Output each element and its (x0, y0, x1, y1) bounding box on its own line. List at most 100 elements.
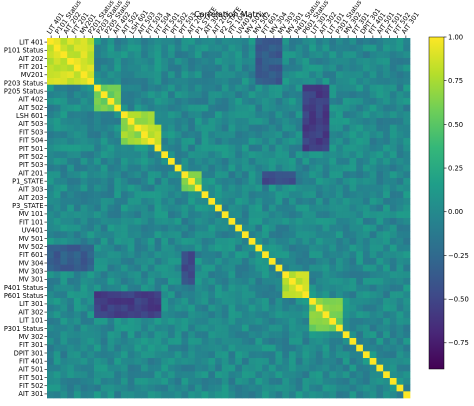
heatmap-cell (362, 51, 371, 59)
heatmap-cell (215, 351, 223, 359)
heatmap-cell (369, 38, 377, 46)
heatmap-cell (80, 264, 88, 272)
heatmap-cell (282, 151, 290, 159)
heatmap-cell (342, 351, 350, 359)
y-tick-label: P401 Status (4, 284, 44, 292)
heatmap-cell (47, 164, 55, 172)
heatmap-cell (201, 298, 209, 306)
heatmap-cell (376, 238, 384, 246)
heatmap-cell (67, 198, 75, 206)
heatmap-cell (161, 158, 169, 166)
heatmap-cell (94, 258, 102, 266)
heatmap-cell (73, 91, 81, 99)
heatmap-cell (94, 344, 102, 352)
heatmap-cell (53, 198, 61, 206)
heatmap-cell (201, 158, 209, 166)
heatmap-cell (221, 351, 229, 359)
heatmap-cell (383, 111, 391, 119)
heatmap-cell (228, 204, 236, 212)
heatmap-cell (362, 351, 371, 359)
heatmap-cell (369, 111, 377, 119)
heatmap-cell (389, 338, 397, 346)
heatmap-cell (87, 311, 95, 319)
heatmap-cell (201, 351, 209, 359)
heatmap-cell (208, 291, 216, 299)
heatmap-cell (302, 298, 310, 306)
heatmap-cell (114, 391, 122, 399)
heatmap-cell (53, 158, 61, 166)
heatmap-cell (255, 198, 263, 206)
heatmap-cell (356, 364, 364, 372)
heatmap-cell (60, 278, 68, 286)
heatmap-cell (336, 191, 344, 199)
heatmap-cell (168, 244, 176, 252)
heatmap-cell (215, 218, 223, 226)
heatmap-cell (188, 64, 196, 72)
heatmap-cell (349, 284, 357, 292)
heatmap-cell (336, 91, 344, 99)
heatmap-cell (376, 318, 384, 326)
heatmap-cell (302, 344, 310, 352)
heatmap-cell (53, 211, 61, 219)
heatmap-cell (235, 384, 243, 392)
heatmap-cell (194, 51, 202, 59)
heatmap-cell (141, 71, 149, 79)
heatmap-cell (134, 104, 142, 112)
heatmap-cell (100, 311, 108, 319)
heatmap-cell (208, 51, 216, 59)
heatmap-cell (194, 298, 202, 306)
heatmap-cell (282, 44, 290, 52)
heatmap-cell (194, 124, 202, 132)
heatmap-cell (174, 264, 182, 272)
heatmap-cell (221, 191, 229, 199)
heatmap-cell (221, 304, 229, 312)
heatmap-cell (188, 271, 196, 279)
heatmap-cell (356, 278, 364, 286)
heatmap-cell (228, 298, 236, 306)
heatmap-cell (376, 171, 384, 179)
heatmap-cell (389, 211, 397, 219)
heatmap-cell (67, 278, 75, 286)
heatmap-cell (309, 144, 317, 152)
heatmap-cell (154, 311, 162, 319)
heatmap-cell (100, 271, 108, 279)
heatmap-cell (235, 158, 243, 166)
heatmap-cell (369, 78, 377, 86)
heatmap-cell (383, 251, 391, 259)
heatmap-cell (248, 284, 256, 292)
heatmap-cell (67, 78, 75, 86)
heatmap-cell (60, 304, 68, 312)
heatmap-cell (87, 38, 95, 46)
heatmap-cell (120, 71, 129, 79)
heatmap-cell (141, 324, 149, 332)
heatmap-cell (87, 204, 95, 212)
heatmap-cell (134, 264, 142, 272)
heatmap-cell (181, 164, 189, 172)
heatmap-cell (194, 44, 202, 52)
heatmap-cell (403, 164, 411, 172)
heatmap-cell (336, 151, 344, 159)
heatmap-cell (194, 164, 202, 172)
heatmap-cell (80, 64, 88, 72)
heatmap-cell (53, 84, 61, 92)
heatmap-cell (315, 158, 323, 166)
heatmap-cell (87, 258, 95, 266)
heatmap-cell (80, 344, 88, 352)
heatmap-cell (228, 331, 236, 339)
heatmap-cell (188, 204, 196, 212)
heatmap-cell (275, 338, 283, 346)
heatmap-cell (228, 111, 236, 119)
heatmap-cell (349, 331, 357, 339)
heatmap-cell (342, 44, 350, 52)
heatmap-cell (47, 258, 55, 266)
heatmap-cell (174, 231, 182, 239)
heatmap-cell (174, 251, 182, 259)
heatmap-cell (94, 358, 102, 366)
heatmap-cell (389, 251, 397, 259)
heatmap-cell (315, 78, 323, 86)
heatmap-cell (329, 351, 337, 359)
heatmap-cell (342, 51, 350, 59)
heatmap-cell (376, 138, 384, 146)
heatmap-cell (188, 291, 196, 299)
heatmap-cell (336, 331, 344, 339)
